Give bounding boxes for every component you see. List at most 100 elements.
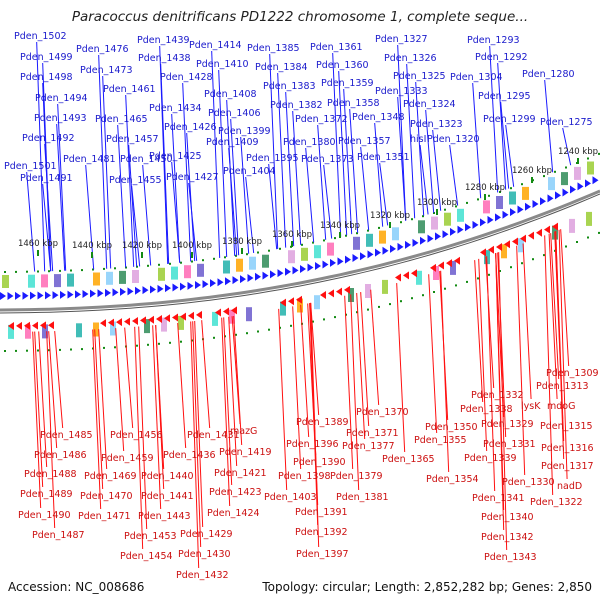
- gene-label[interactable]: Pden_1309: [546, 368, 599, 379]
- gene-label[interactable]: Pden_1406: [208, 108, 261, 119]
- gene-label[interactable]: Pden_1381: [336, 492, 389, 503]
- gene-label[interactable]: Pden_1429: [180, 529, 233, 540]
- gene-label[interactable]: Pden_1414: [189, 40, 242, 51]
- gene-label[interactable]: Pden_1280: [522, 69, 575, 80]
- gene-label[interactable]: Pden_1355: [414, 435, 467, 446]
- gene-label[interactable]: Pden_1361: [310, 42, 363, 53]
- gene-label[interactable]: Pden_1322: [530, 497, 583, 508]
- gene-label[interactable]: Pden_1275: [540, 117, 593, 128]
- gene-label[interactable]: Pden_1358: [327, 98, 380, 109]
- gene-label[interactable]: Pden_1390: [293, 457, 346, 468]
- gene-label[interactable]: Pden_1333: [375, 86, 428, 97]
- gene-label[interactable]: Pden_1372: [295, 114, 348, 125]
- gene-label[interactable]: Pden_1304: [450, 72, 503, 83]
- gene-label[interactable]: nadD: [557, 481, 582, 492]
- gene-label[interactable]: Pden_1486: [34, 450, 87, 461]
- gene-label[interactable]: Pden_1342: [481, 532, 534, 543]
- gene-label[interactable]: Pden_1331: [483, 439, 536, 450]
- gene-label[interactable]: Pden_1339: [464, 453, 517, 464]
- gene-label[interactable]: Pden_1428: [160, 72, 213, 83]
- gene-label[interactable]: Pden_1380: [283, 137, 336, 148]
- gene-label[interactable]: Pden_1343: [484, 552, 537, 563]
- gene-label[interactable]: Pden_1491: [20, 173, 73, 184]
- gene-label[interactable]: Pden_1487: [32, 530, 85, 541]
- gene-label[interactable]: mdoG: [547, 401, 575, 412]
- gene-label[interactable]: Pden_1424: [207, 508, 260, 519]
- gene-label[interactable]: Pden_1371: [346, 428, 399, 439]
- gene-label[interactable]: Pden_1469: [84, 471, 137, 482]
- gene-label[interactable]: Pden_1502: [14, 31, 67, 42]
- gene-label[interactable]: Pden_1385: [247, 43, 300, 54]
- gene-label[interactable]: Pden_1350: [425, 422, 478, 433]
- gene-label[interactable]: Pden_1488: [24, 469, 77, 480]
- gene-label[interactable]: Pden_1427: [166, 172, 219, 183]
- gene-label[interactable]: Pden_1354: [426, 474, 479, 485]
- gene-label[interactable]: Pden_1499: [20, 52, 73, 63]
- gene-label[interactable]: Pden_1365: [382, 454, 435, 465]
- gene-label[interactable]: Pden_1441: [141, 491, 194, 502]
- gene-label[interactable]: Pden_1404: [223, 166, 276, 177]
- gene-label[interactable]: Pden_1481: [63, 154, 116, 165]
- gene-label[interactable]: Pden_1425: [149, 151, 202, 162]
- gene-label[interactable]: Pden_1494: [35, 93, 88, 104]
- gene-label[interactable]: Pden_1453: [124, 531, 177, 542]
- gene-label[interactable]: Pden_1493: [34, 113, 87, 124]
- gene-label[interactable]: Pden_1357: [338, 136, 391, 147]
- gene-label[interactable]: mazG: [230, 426, 257, 437]
- gene-label[interactable]: Pden_1379: [330, 471, 383, 482]
- gene-label[interactable]: Pden_1392: [295, 527, 348, 538]
- gene-label[interactable]: Pden_1461: [103, 84, 156, 95]
- gene-label[interactable]: Pden_1439: [137, 35, 190, 46]
- gene-label[interactable]: Pden_1438: [138, 53, 191, 64]
- gene-label[interactable]: Pden_1341: [472, 493, 525, 504]
- gene-label[interactable]: Pden_1456: [110, 430, 163, 441]
- gene-label[interactable]: Pden_1324: [403, 99, 456, 110]
- gene-label[interactable]: Pden_1450: [120, 154, 173, 165]
- gene-label[interactable]: Pden_1471: [78, 511, 131, 522]
- gene-label[interactable]: Pden_1340: [481, 512, 534, 523]
- gene-label[interactable]: Pden_1313: [536, 381, 589, 392]
- gene-label[interactable]: Pden_1443: [138, 511, 191, 522]
- gene-label[interactable]: Pden_1457: [106, 134, 159, 145]
- gene-label[interactable]: Pden_1391: [295, 507, 348, 518]
- gene-label[interactable]: lysK: [521, 401, 541, 412]
- gene-label[interactable]: Pden_1485: [40, 430, 93, 441]
- gene-label[interactable]: Pden_1423: [209, 487, 262, 498]
- gene-label[interactable]: Pden_1465: [95, 114, 148, 125]
- gene-label[interactable]: Pden_1317: [541, 461, 594, 472]
- gene-label[interactable]: Pden_1373: [301, 154, 354, 165]
- gene-label[interactable]: Pden_1329: [481, 419, 534, 430]
- gene-label[interactable]: Pden_1316: [541, 443, 594, 454]
- gene-label[interactable]: Pden_1326: [384, 53, 437, 64]
- gene-label[interactable]: Pden_1473: [80, 65, 133, 76]
- gene-label[interactable]: Pden_1295: [478, 91, 531, 102]
- gene-label[interactable]: Pden_1299: [483, 114, 536, 125]
- gene-label[interactable]: Pden_1408: [204, 89, 257, 100]
- gene-label[interactable]: Pden_1370: [356, 407, 409, 418]
- gene-label[interactable]: Pden_1348: [352, 112, 405, 123]
- gene-label[interactable]: Pden_1330: [502, 477, 555, 488]
- gene-label[interactable]: Pden_1454: [120, 551, 173, 562]
- gene-label[interactable]: Pden_1501: [4, 161, 57, 172]
- gene-label[interactable]: Pden_1325: [393, 71, 446, 82]
- gene-label[interactable]: Pden_1382: [270, 100, 323, 111]
- gene-label[interactable]: Pden_1384: [255, 62, 308, 73]
- gene-label[interactable]: Pden_1432: [176, 570, 229, 581]
- gene-label[interactable]: Pden_1459: [101, 453, 154, 464]
- gene-label[interactable]: Pden_1430: [178, 549, 231, 560]
- gene-label[interactable]: Pden_1338: [460, 404, 513, 415]
- gene-label[interactable]: Pden_1396: [286, 439, 339, 450]
- gene-label[interactable]: Pden_1327: [375, 34, 428, 45]
- gene-label[interactable]: Pden_1315: [540, 421, 593, 432]
- gene-label[interactable]: Pden_1389: [296, 417, 349, 428]
- gene-label[interactable]: Pden_1476: [76, 44, 129, 55]
- gene-label[interactable]: Pden_1359: [321, 78, 374, 89]
- gene-label[interactable]: Pden_1419: [219, 447, 272, 458]
- gene-label[interactable]: Pden_1455: [109, 175, 162, 186]
- gene-label[interactable]: Pden_1360: [316, 60, 369, 71]
- gene-label[interactable]: Pden_1292: [475, 52, 528, 63]
- gene-label[interactable]: Pden_1421: [214, 468, 267, 479]
- gene-label[interactable]: Pden_1490: [18, 510, 71, 521]
- gene-label[interactable]: Pden_1398: [278, 471, 331, 482]
- gene-label[interactable]: Pden_1403: [264, 492, 317, 503]
